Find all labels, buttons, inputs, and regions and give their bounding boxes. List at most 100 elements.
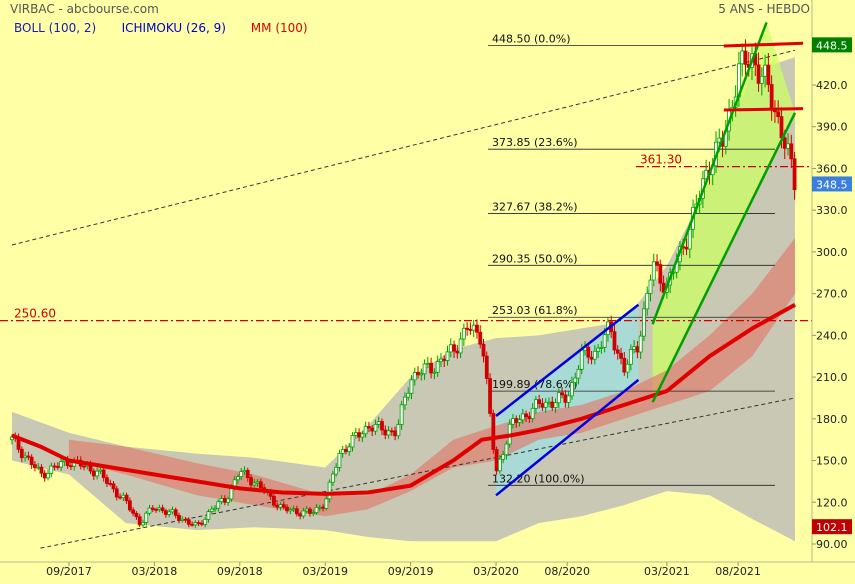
candle-body <box>288 509 293 512</box>
candle-body <box>763 64 768 77</box>
candle-body <box>504 443 509 456</box>
fib-label: 373.85 (23.6%) <box>492 136 578 149</box>
candle-body <box>628 349 633 365</box>
candle-body <box>363 426 368 435</box>
trendline-1 <box>11 49 796 246</box>
candle-body <box>619 352 623 359</box>
candle-body <box>579 349 584 370</box>
candle-body <box>121 494 126 499</box>
candle-body <box>82 465 86 468</box>
candle-body <box>308 508 312 514</box>
fib-label: 290.35 (50.0%) <box>492 252 578 265</box>
trendline-2 <box>40 397 796 549</box>
candle-body <box>141 522 145 526</box>
candle-body <box>566 395 571 403</box>
candle-body <box>448 344 453 353</box>
candle-body <box>242 469 247 473</box>
moving-average <box>11 303 796 496</box>
candle-body <box>533 399 538 409</box>
candle-body <box>36 466 41 469</box>
candle-body <box>635 346 640 353</box>
candle-body <box>105 477 109 484</box>
candle-body <box>491 413 496 450</box>
candle-body <box>789 143 794 160</box>
candle-body <box>461 327 466 340</box>
x-tick-label: 08/2021 <box>715 565 761 578</box>
candle-body <box>638 335 643 353</box>
candle-body <box>537 399 542 405</box>
fib-label: 327.67 (38.2%) <box>492 200 578 213</box>
candle-body <box>255 481 260 484</box>
candle-body <box>222 498 227 503</box>
candle-body <box>33 464 37 468</box>
legend-entry: ICHIMOKU (26, 9) <box>122 21 226 35</box>
candle-body <box>550 401 555 408</box>
candle-body <box>317 506 322 509</box>
level-label: 361.30 <box>640 153 682 167</box>
candle-body <box>226 498 231 503</box>
candle-body <box>114 488 119 498</box>
candle-body <box>435 361 440 373</box>
candle-body <box>258 481 263 489</box>
candle-body <box>98 469 103 472</box>
candle-body <box>540 403 545 408</box>
candle-body <box>439 358 443 363</box>
price-tag-last <box>812 176 852 192</box>
ichimoku-cloud <box>68 238 795 517</box>
y-tick-label: 420.0 <box>816 79 848 92</box>
candle-body <box>340 449 345 454</box>
candle-body <box>494 449 499 472</box>
y-tick-label: 120.0 <box>816 496 848 509</box>
y-tick-label: 240.0 <box>816 329 848 342</box>
candle-body <box>298 513 303 517</box>
candle-body <box>278 504 283 508</box>
candle-body <box>484 355 489 379</box>
x-axis: 09/2017 03/2018 09/2018 03/2019 09/2019 03/20… <box>46 562 761 578</box>
candle-body <box>756 64 761 84</box>
fibonacci-levels: 448.50 (0.0%) 373.85 (23.6%) 327.67 (38.2%… <box>488 32 775 486</box>
fib-label: 253.03 (61.8%) <box>492 304 578 317</box>
candle-body <box>216 501 221 509</box>
candle-body <box>29 456 34 466</box>
candle-body <box>55 465 60 468</box>
candle-body <box>337 453 342 468</box>
candle-body <box>173 509 178 516</box>
legend-entry: BOLL (100, 2) <box>14 21 96 35</box>
candle-body <box>412 372 417 381</box>
candle-body <box>514 418 519 423</box>
x-tick-label: 03/2020 <box>473 565 519 578</box>
y-tick-label: 300.0 <box>816 246 848 259</box>
candle-body <box>281 504 286 508</box>
candle-body <box>272 495 276 506</box>
candle-body <box>553 402 558 408</box>
candle-body <box>353 432 358 436</box>
candle-body <box>160 507 165 512</box>
candle-body <box>360 433 365 438</box>
candle-body <box>383 429 388 436</box>
candle-body <box>684 246 689 250</box>
candle-body <box>596 347 601 352</box>
y-tick-label: 390.0 <box>816 121 848 134</box>
candle-body <box>367 426 371 429</box>
candle-body <box>419 373 424 376</box>
y-tick-label: 330.0 <box>816 204 848 217</box>
channel-lower-line <box>651 112 797 403</box>
resistance-lines <box>723 41 804 112</box>
candle-body <box>147 507 152 514</box>
candle-body <box>432 371 437 374</box>
horizontal-lines: 250.60 361.30 <box>0 153 812 322</box>
legend-entry: MM (100) <box>251 21 308 35</box>
candle-body <box>206 511 211 520</box>
candle-body <box>393 430 398 437</box>
candle-body <box>321 506 325 509</box>
candle-body <box>488 378 492 414</box>
candle-body <box>311 512 316 514</box>
candle-body <box>655 261 659 265</box>
fib-label: 132.20 (100.0%) <box>492 472 585 485</box>
candle-body <box>376 421 381 425</box>
candle-body <box>475 324 479 333</box>
candle-body <box>370 427 375 432</box>
trendlines <box>11 49 796 549</box>
candle-body <box>589 356 594 360</box>
